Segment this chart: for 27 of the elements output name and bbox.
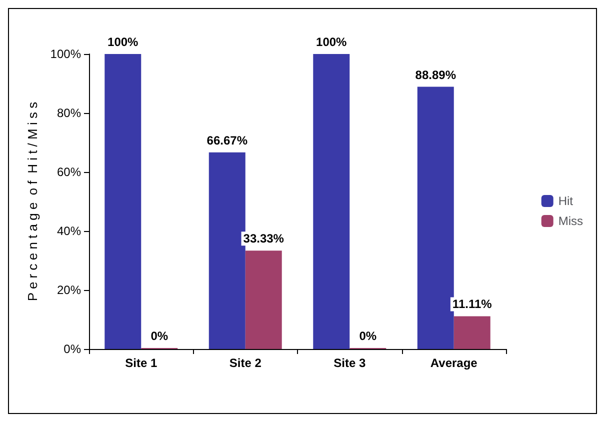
bar [313, 54, 350, 349]
data-label: 100% [108, 35, 139, 49]
data-label: 66.67% [206, 133, 248, 148]
data-label: 33.33% [243, 232, 284, 246]
data-label: 88.89% [415, 68, 456, 82]
bar [104, 54, 142, 349]
x-tick-label: Site 3 [334, 356, 366, 370]
x-tick-label: Site 1 [125, 356, 158, 370]
y-tick-label: 0% [64, 342, 82, 356]
bar [245, 250, 282, 349]
y-tick-label: 20% [56, 283, 82, 297]
legend-label: Miss [558, 214, 584, 228]
data-label: 11.11% [452, 297, 492, 312]
y-tick-label: 100% [50, 47, 82, 61]
data-label: 0% [359, 329, 377, 343]
data-label: 0% [150, 329, 168, 343]
x-tick-label: Average [430, 356, 478, 370]
x-tick-label: Site 2 [229, 356, 262, 370]
y-tick-label: 40% [56, 224, 82, 238]
y-tick-label: 80% [56, 106, 82, 120]
y-tick-label: 60% [56, 165, 82, 179]
data-label: 100% [316, 35, 348, 49]
bar [417, 86, 454, 349]
bar [208, 152, 246, 349]
bar [454, 316, 490, 349]
y-axis-title: P e r c e n t a g e o f H i t / M i s s [25, 101, 40, 302]
legend-label: Hit [558, 194, 574, 208]
